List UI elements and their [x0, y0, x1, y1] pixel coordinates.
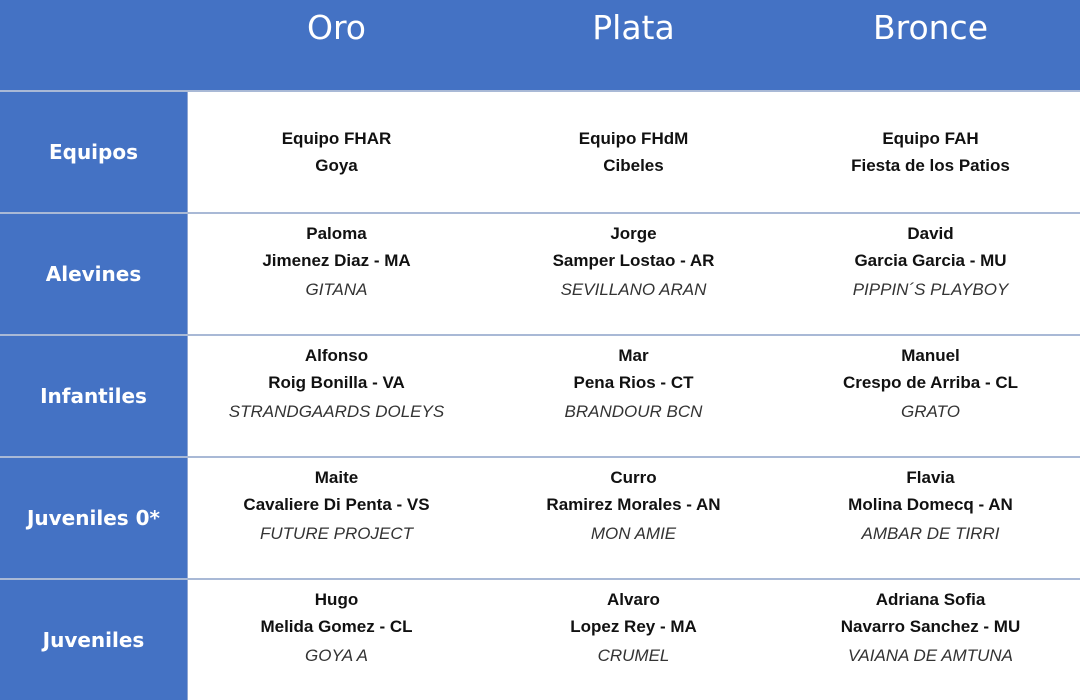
rider-first-name: Alvaro	[607, 590, 660, 609]
rider-first-name: Manuel	[901, 346, 960, 365]
row-label: Equipos	[0, 92, 188, 212]
rider-last-name: Navarro Sanchez - MU	[840, 617, 1021, 636]
horse-name: GRATO	[901, 402, 960, 421]
rider-first-name: Flavia	[906, 468, 955, 487]
column-header-oro: Oro	[306, 8, 366, 47]
rider-first-name: Paloma	[306, 224, 367, 243]
team-title: Fiesta de los Patios	[851, 156, 1010, 175]
table-row: Juveniles 0* Maite Cavaliere Di Penta - VS…	[0, 456, 1080, 578]
table-cell: David Garcia Garcia - MU PIPPIN´S PLAYBOY	[782, 214, 1079, 334]
table-cell: Maite Cavaliere Di Penta - VS FUTURE PROJE…	[188, 458, 485, 578]
table-cell: Manuel Crespo de Arriba - CL GRATO	[782, 336, 1079, 456]
team-name: Equipo FHAR	[281, 129, 392, 148]
table-cell: Equipo FAH Fiesta de los Patios	[782, 92, 1079, 212]
table-cell: Alfonso Roig Bonilla - VA STRANDGAARDS DOL…	[188, 336, 485, 456]
team-name: Equipo FHdM	[578, 129, 689, 148]
horse-name: AMBAR DE TIRRI	[861, 524, 1000, 543]
rider-first-name: Hugo	[314, 590, 359, 609]
column-header-plata: Plata	[592, 8, 675, 47]
table-row: Alevines Paloma Jimenez Diaz - MA GITANA Jor…	[0, 212, 1080, 334]
horse-name: GITANA	[305, 280, 368, 299]
horse-name: FUTURE PROJECT	[260, 524, 413, 543]
horse-name: SEVILLANO ARAN	[560, 280, 707, 299]
rider-last-name: Lopez Rey - MA	[570, 617, 697, 636]
horse-name: MON AMIE	[590, 524, 677, 543]
rider-last-name: Molina Domecq - AN	[848, 495, 1013, 514]
table-cell: Mar Pena Rios - CT BRANDOUR BCN	[485, 336, 782, 456]
table-cell: Adriana Sofia Navarro Sanchez - MU VAIANA …	[782, 580, 1079, 700]
rider-first-name: Jorge	[610, 224, 657, 243]
rider-first-name: David	[907, 224, 954, 243]
table-cell: Alvaro Lopez Rey - MA CRUMEL	[485, 580, 782, 700]
rider-first-name: Adriana Sofia	[875, 590, 986, 609]
table-cell: Curro Ramirez Morales - AN MON AMIE	[485, 458, 782, 578]
rider-first-name: Alfonso	[304, 346, 369, 365]
team-title: Cibeles	[603, 156, 664, 175]
rider-last-name: Roig Bonilla - VA	[268, 373, 405, 392]
horse-name: CRUMEL	[597, 646, 670, 665]
team-name: Equipo FAH	[882, 129, 979, 148]
table-cell: Hugo Melida Gomez - CL GOYA A	[188, 580, 485, 700]
row-label: Alevines	[0, 214, 188, 334]
rider-last-name: Cavaliere Di Penta - VS	[243, 495, 430, 514]
rider-last-name: Crespo de Arriba - CL	[842, 373, 1019, 392]
rider-first-name: Maite	[314, 468, 359, 487]
table-row: Infantiles Alfonso Roig Bonilla - VA STRAND…	[0, 334, 1080, 456]
table-cell: Equipo FHAR Goya	[188, 92, 485, 212]
table-header: Oro Plata Bronce	[0, 0, 1080, 90]
rider-last-name: Pena Rios - CT	[573, 373, 694, 392]
horse-name: BRANDOUR BCN	[564, 402, 703, 421]
rider-first-name: Curro	[610, 468, 657, 487]
team-title: Goya	[315, 156, 358, 175]
table-cell: Flavia Molina Domecq - AN AMBAR DE TIRRI	[782, 458, 1079, 578]
rider-last-name: Samper Lostao - AR	[552, 251, 715, 270]
row-label: Juveniles	[0, 580, 188, 700]
rider-last-name: Ramirez Morales - AN	[546, 495, 721, 514]
table-row: Juveniles Hugo Melida Gomez - CL GOYA A Alva…	[0, 578, 1080, 700]
row-label: Juveniles 0*	[0, 458, 188, 578]
rider-last-name: Garcia Garcia - MU	[854, 251, 1007, 270]
table-cell: Equipo FHdM Cibeles	[485, 92, 782, 212]
horse-name: VAIANA DE AMTUNA	[848, 646, 1013, 665]
horse-name: STRANDGAARDS DOLEYS	[228, 402, 445, 421]
rider-first-name: Mar	[618, 346, 649, 365]
row-label: Infantiles	[0, 336, 188, 456]
rider-last-name: Jimenez Diaz - MA	[262, 251, 411, 270]
horse-name: GOYA A	[305, 646, 368, 665]
table-cell: Paloma Jimenez Diaz - MA GITANA	[188, 214, 485, 334]
column-header-bronce: Bronce	[872, 8, 989, 47]
rider-last-name: Melida Gomez - CL	[260, 617, 413, 636]
table-cell: Jorge Samper Lostao - AR SEVILLANO ARAN	[485, 214, 782, 334]
horse-name: PIPPIN´S PLAYBOY	[852, 280, 1009, 299]
table-row: Equipos Equipo FHAR Goya Equipo FHdM Cibeles…	[0, 90, 1080, 212]
